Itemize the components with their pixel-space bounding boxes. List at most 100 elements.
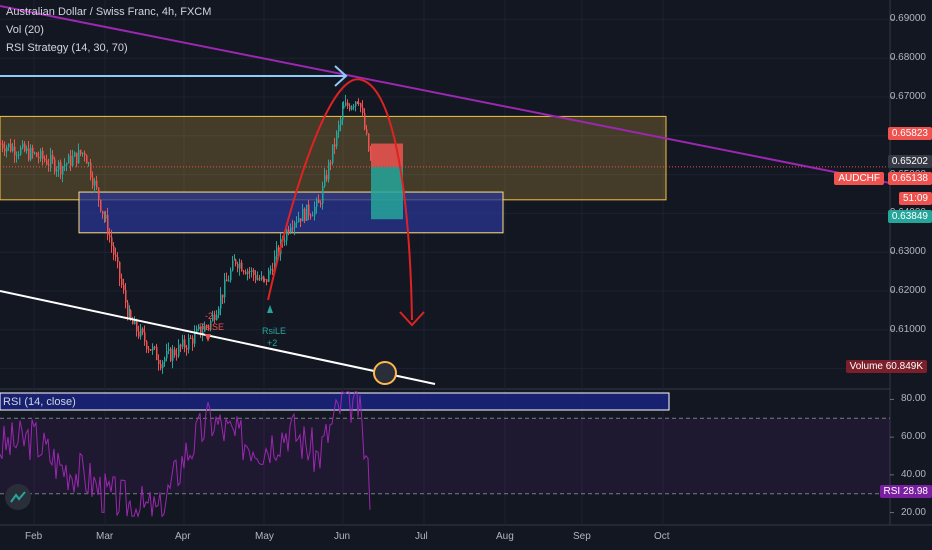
rsi-band [0, 418, 890, 494]
candle-body [194, 332, 196, 344]
candle-body [2, 143, 4, 149]
candle-body [44, 158, 46, 161]
rsi-axis-label: 80.00 [900, 393, 926, 405]
candle-body [107, 214, 109, 236]
candle-body [109, 235, 111, 238]
candle-body [263, 276, 265, 279]
candle-body [42, 150, 44, 159]
candle-body [10, 143, 12, 152]
candle-body [48, 164, 50, 166]
rsi-se-label: RsiSE [199, 322, 225, 332]
snapshot-icon[interactable] [373, 361, 397, 385]
symbol-price-tag: 0.65138 [887, 172, 932, 185]
candle-body [102, 211, 104, 215]
take-profit-box [371, 166, 403, 220]
candle-body [70, 155, 72, 166]
candle-body [166, 350, 168, 359]
candle-body [60, 162, 62, 175]
candle-body [358, 102, 360, 104]
down-arrow-icon [399, 311, 425, 327]
candle-body [117, 257, 119, 262]
candle-body [360, 103, 362, 108]
candle-body [18, 154, 20, 156]
candle-body [174, 349, 176, 356]
candle-body [121, 278, 123, 285]
candle-body [130, 310, 132, 320]
candle-body [52, 155, 54, 160]
month-label: Aug [496, 531, 514, 542]
candle-body [270, 268, 272, 271]
candle-body [351, 106, 353, 110]
candle-body [255, 274, 257, 280]
candle-body [176, 355, 178, 357]
price-axis-label: 0.67000 [889, 91, 926, 102]
candle-body [208, 326, 210, 328]
candle-body [224, 279, 226, 298]
symbol-tag: AUDCHF [834, 172, 884, 185]
candle-body [247, 270, 249, 274]
candle-body [170, 348, 172, 361]
rsi-title: RSI (14, close) [3, 396, 76, 408]
candle-body [241, 262, 243, 272]
candle-body [140, 328, 142, 337]
price-axis-label: 0.61000 [889, 323, 926, 335]
candle-body [58, 162, 60, 170]
candle-body [38, 156, 40, 159]
candle-body [8, 143, 10, 147]
strategy-legend: RSI Strategy (14, 30, 70) [6, 42, 128, 54]
candle-body [24, 143, 26, 152]
candle-body [192, 338, 194, 344]
candle-body [245, 271, 247, 274]
candle-body [148, 349, 150, 351]
candle-body [104, 214, 106, 219]
candle-body [26, 148, 28, 152]
candle-body [36, 152, 38, 157]
rsi-axis-label: 20.00 [900, 506, 926, 518]
candle-body [134, 320, 136, 325]
candle-body [274, 256, 276, 272]
support-trendline [0, 290, 436, 385]
candle-body [296, 221, 298, 223]
candle-body [172, 349, 174, 361]
candle-body [32, 147, 34, 153]
candle-body [142, 328, 144, 333]
candle-body [111, 237, 113, 247]
candle-body [320, 203, 322, 205]
month-label: Oct [654, 531, 670, 542]
candle-body [88, 162, 90, 164]
candle-body [353, 106, 355, 108]
candle-body [150, 349, 152, 351]
candle-body [338, 124, 340, 132]
stop-loss-box [371, 143, 403, 167]
candle-body [343, 105, 345, 109]
candle-body [310, 215, 312, 217]
candle-body [14, 146, 16, 156]
candle-body [276, 247, 278, 257]
rsi-le-qty: +2 [267, 338, 278, 348]
buy-signal-icon [267, 305, 273, 313]
rsi-line [0, 391, 371, 519]
candle-body [162, 361, 164, 369]
top-price-tag: 0.65823 [887, 127, 932, 140]
volume-tag: Volume 60.849K [845, 360, 927, 373]
candle-body [342, 108, 344, 120]
tradingview-logo[interactable] [5, 484, 31, 510]
candle-body [190, 337, 192, 339]
price-axis-label: 0.68000 [889, 52, 926, 64]
candle-body [50, 155, 52, 166]
logo-icon [10, 491, 26, 503]
candle-body [316, 199, 318, 207]
candle-body [46, 160, 48, 165]
candle-body [100, 200, 102, 212]
candle-body [261, 276, 263, 280]
candle-body [292, 227, 294, 229]
candle-body [184, 339, 186, 348]
candle-body [268, 270, 270, 282]
candle-body [300, 218, 302, 222]
rsi-axis-label: 40.00 [900, 468, 926, 480]
candle-body [54, 159, 56, 172]
candle-body [206, 325, 208, 327]
candle-body [72, 156, 74, 166]
